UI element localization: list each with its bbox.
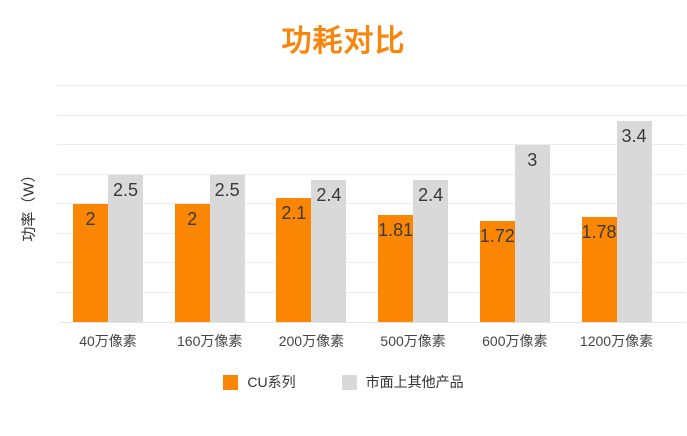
gridline — [57, 262, 686, 263]
bar-cu-series-3: 1.81 — [378, 215, 413, 322]
bar-other-products-4: 3 — [514, 145, 550, 322]
bar-cu-series-1: 2 — [174, 204, 210, 322]
bar-other-products-1: 2.5 — [209, 174, 245, 322]
gridline — [57, 203, 686, 204]
bar-cu-series-2: 2.1 — [276, 198, 312, 322]
bar-value-label: 2.5 — [112, 179, 139, 200]
bar-value-label: 1.72 — [479, 225, 515, 246]
gridline — [57, 232, 686, 234]
legend-item-other-products[interactable]: 市面上其他产品 — [341, 372, 464, 392]
bar-value-label: 3.4 — [621, 126, 647, 147]
legend-label: CU系列 — [247, 374, 296, 390]
x-axis-label-4: 600万像素 — [482, 333, 548, 349]
legend-swatch-icon — [223, 374, 239, 390]
bar-cu-series-0: 2 — [73, 204, 108, 322]
x-axis-label-0: 40万像素 — [79, 333, 137, 349]
legend: CU系列 市面上其他产品 — [0, 372, 687, 392]
x-axis-label-2: 200万像素 — [278, 333, 345, 349]
bar-cu-series-5: 1.78 — [581, 216, 617, 322]
legend-swatch-icon — [341, 374, 357, 390]
y-axis: 功率（W） — [0, 86, 56, 322]
bar-value-label: 3 — [527, 150, 538, 170]
bar-cu-series-4: 1.72 — [479, 220, 515, 322]
bar-value-label: 2 — [187, 209, 198, 229]
bar-value-label: 2 — [85, 209, 96, 229]
legend-item-cu-series[interactable]: CU系列 — [223, 372, 296, 392]
bar-other-products-5: 3.4 — [616, 121, 652, 322]
plot-area: 2 2.5 40万像素 2 2.5 160万像素 2.1 2.4 200万像素 1.81 2.4 50… — [57, 85, 686, 349]
bar-value-label: 2.1 — [281, 203, 307, 224]
y-axis-title: 功率（W） — [20, 166, 38, 242]
chart-title: 功耗对比 — [281, 25, 406, 58]
x-axis-label-3: 500万像素 — [380, 333, 446, 349]
gridline — [57, 291, 686, 293]
legend-label: 市面上其他产品 — [365, 374, 464, 390]
gridline — [57, 144, 686, 145]
gridline — [57, 114, 686, 116]
bar-value-label: 1.81 — [378, 220, 414, 241]
gridline — [57, 173, 686, 175]
bar-other-products-0: 2.5 — [108, 174, 143, 322]
bar-other-products-2: 2.4 — [311, 180, 347, 322]
bar-value-label: 1.78 — [581, 221, 617, 242]
bar-value-label: 2.4 — [316, 185, 342, 206]
bar-value-label: 2.4 — [418, 185, 444, 206]
x-axis-label-5: 1200万像素 — [579, 333, 654, 349]
bar-other-products-3: 2.4 — [413, 180, 449, 322]
x-axis-label-1: 160万像素 — [177, 333, 243, 349]
gridline — [57, 85, 686, 86]
bar-value-label: 2.5 — [214, 179, 240, 200]
